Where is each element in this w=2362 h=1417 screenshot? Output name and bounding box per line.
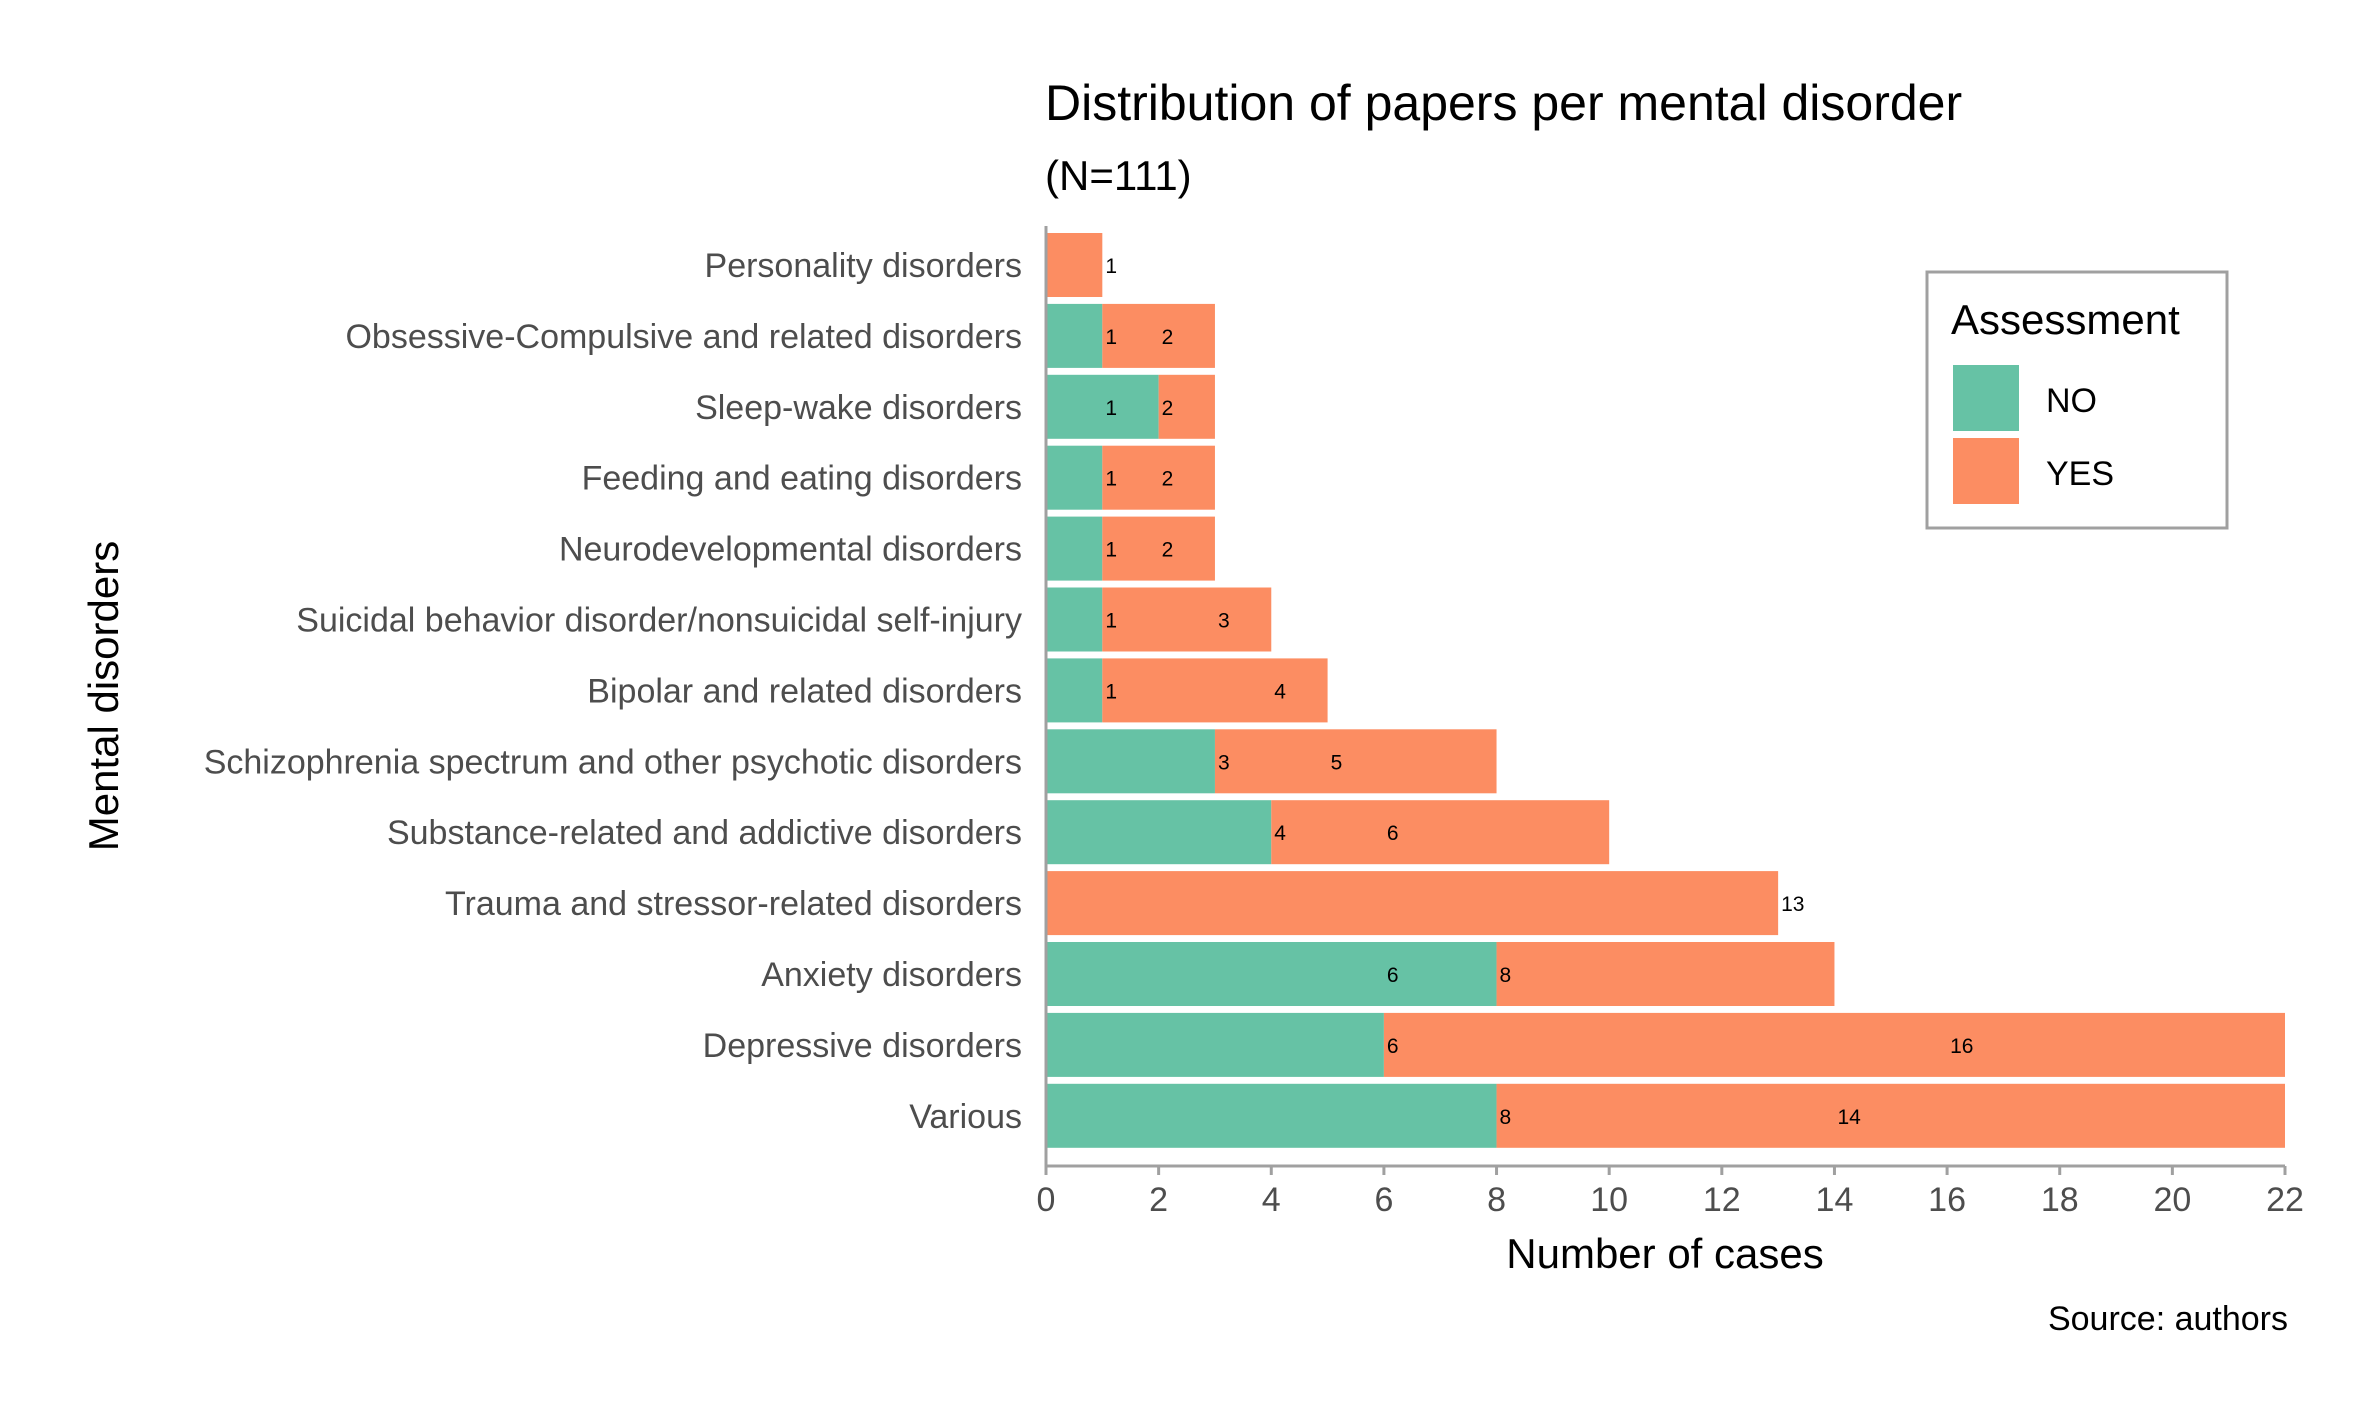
x-tick-label: 6 (1374, 1181, 1393, 1219)
x-tick-label: 20 (2153, 1181, 2191, 1219)
bars-group (1046, 233, 2285, 1148)
bar-no-4 (1046, 516, 1103, 581)
x-tick-labels: 0 2 4 6 8 10 12 14 16 18 20 22 (1037, 1166, 2304, 1219)
bar-data-label: 6 (1387, 964, 1399, 987)
bar-data-label: 1 (1105, 539, 1117, 562)
bar-no-7 (1046, 729, 1215, 794)
bar-no-8 (1046, 800, 1272, 865)
bar-yes-3 (1102, 445, 1215, 510)
y-tick-label: Schizophrenia spectrum and other psychot… (204, 743, 1022, 781)
x-tick-label: 16 (1928, 1181, 1966, 1219)
bar-no-11 (1046, 1012, 1384, 1077)
bar-data-label: 13 (1781, 893, 1804, 916)
bar-no-3 (1046, 445, 1103, 510)
bar-data-label: 8 (1500, 1106, 1512, 1129)
bar-no-1 (1046, 303, 1103, 368)
bar-yes-2 (1158, 374, 1215, 439)
chart-subtitle: (N=111) (1045, 152, 1192, 199)
bar-yes-0 (1046, 233, 1103, 297)
bar-data-label: 1 (1105, 397, 1117, 420)
bar-no-6 (1046, 658, 1103, 723)
legend-swatch-yes (1953, 438, 2019, 504)
y-tick-label: Personality disorders (705, 247, 1022, 285)
x-tick-label: 12 (1703, 1181, 1741, 1219)
bar-data-label: 6 (1387, 822, 1399, 845)
y-axis-title: Mental disorders (80, 541, 127, 851)
y-tick-label: Sleep-wake disorders (695, 389, 1022, 427)
bar-data-label: 1 (1105, 326, 1117, 349)
x-tick-label: 10 (1590, 1181, 1628, 1219)
bar-yes-9 (1046, 871, 1779, 936)
y-tick-label: Substance-related and addictive disorder… (387, 814, 1022, 852)
y-tick-label: Various (909, 1098, 1022, 1136)
y-tick-label: Trauma and stressor-related disorders (445, 885, 1022, 923)
y-tick-label: Feeding and eating disorders (582, 460, 1022, 498)
bar-no-5 (1046, 587, 1103, 652)
bar-no-10 (1046, 942, 1497, 1006)
chart-caption: Source: authors (2048, 1300, 2288, 1338)
bar-yes-1 (1102, 303, 1215, 368)
legend-label-no: NO (2046, 382, 2097, 420)
bar-yes-10 (1496, 942, 1835, 1006)
legend-title: Assessment (1951, 296, 2180, 343)
bar-data-label: 2 (1162, 539, 1174, 562)
x-tick-label: 8 (1487, 1181, 1506, 1219)
legend-label-yes: YES (2046, 455, 2114, 493)
bar-no-2 (1046, 374, 1159, 439)
bar-yes-8 (1271, 800, 1610, 865)
bar-data-label: 4 (1274, 822, 1286, 845)
bar-yes-4 (1102, 516, 1215, 581)
bar-data-label: 1 (1105, 680, 1117, 703)
bar-data-label: 1 (1105, 468, 1117, 491)
bar-data-label: 3 (1218, 610, 1230, 633)
y-tick-label: Obsessive-Compulsive and related disorde… (345, 318, 1022, 356)
legend: Assessment NO YES (1925, 270, 2229, 530)
y-tick-label: Bipolar and related disorders (587, 672, 1022, 710)
y-tick-label: Depressive disorders (703, 1027, 1022, 1065)
bar-data-label: 2 (1162, 468, 1174, 491)
x-tick-label: 0 (1037, 1181, 1056, 1219)
bar-data-label: 14 (1837, 1106, 1861, 1129)
bar-data-label: 2 (1162, 397, 1174, 420)
y-tick-label: Anxiety disorders (761, 956, 1022, 994)
bar-yes-11 (1383, 1012, 2285, 1077)
bar-yes-7 (1214, 729, 1497, 794)
y-tick-labels: Personality disorders Obsessive-Compulsiv… (204, 247, 1022, 1136)
bar-data-label: 6 (1387, 1035, 1399, 1058)
bar-yes-5 (1102, 587, 1272, 652)
x-axis-title: Number of cases (1506, 1230, 1823, 1277)
x-tick-label: 2 (1149, 1181, 1168, 1219)
bar-data-label: 3 (1218, 751, 1230, 774)
x-tick-label: 22 (2266, 1181, 2304, 1219)
bar-yes-6 (1102, 658, 1328, 723)
bar-data-label: 1 (1105, 255, 1117, 278)
chart-title: Distribution of papers per mental disord… (1045, 75, 1962, 131)
bar-data-label: 2 (1162, 326, 1174, 349)
y-tick-label: Suicidal behavior disorder/nonsuicidal s… (296, 602, 1022, 640)
bar-data-label: 1 (1105, 610, 1117, 633)
bar-data-label: 5 (1331, 751, 1343, 774)
y-tick-label: Neurodevelopmental disorders (559, 531, 1022, 569)
legend-swatch-no (1953, 365, 2019, 431)
x-tick-label: 4 (1262, 1181, 1281, 1219)
bar-data-label: 4 (1274, 680, 1286, 703)
bar-yes-12 (1496, 1083, 2285, 1148)
bar-data-label: 16 (1950, 1035, 1973, 1058)
bar-data-label: 8 (1500, 964, 1512, 987)
x-tick-label: 18 (2041, 1181, 2079, 1219)
x-tick-label: 14 (1816, 1181, 1854, 1219)
bar-no-12 (1046, 1083, 1497, 1148)
